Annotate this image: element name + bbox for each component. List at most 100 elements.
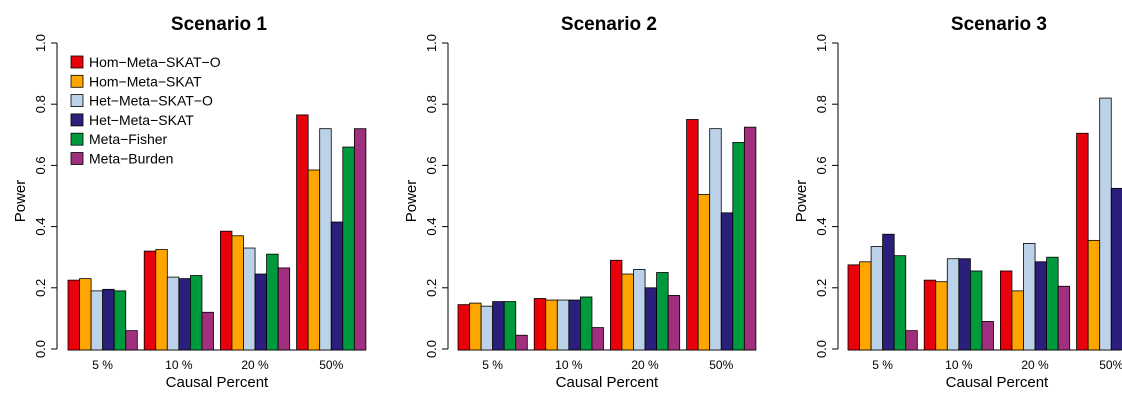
bar <box>1000 270 1013 351</box>
bar <box>342 146 355 351</box>
y-tick-label: 0.2 <box>424 279 439 297</box>
bar <box>882 233 895 351</box>
bar <box>113 290 127 351</box>
y-tick-label: 0.6 <box>33 156 48 174</box>
bar <box>859 261 872 351</box>
bar <box>667 295 681 351</box>
bar <box>981 321 994 351</box>
bar <box>330 221 344 351</box>
bar <box>277 267 291 351</box>
y-tick-label: 0.4 <box>33 218 48 236</box>
legend-label: Hom−Meta−SKAT−O <box>89 54 221 70</box>
bar <box>720 212 734 351</box>
y-axis-label: Power <box>793 180 810 223</box>
bar <box>633 269 646 351</box>
bar <box>457 304 470 351</box>
y-tick-label: 0.6 <box>814 156 829 174</box>
x-tick-label: 20 % <box>1021 358 1049 372</box>
legend-swatch <box>70 132 84 146</box>
bar <box>201 311 214 351</box>
bar <box>1023 243 1036 351</box>
bar <box>946 258 960 351</box>
bar <box>621 273 634 351</box>
bar <box>644 287 657 351</box>
legend-swatch <box>70 74 84 88</box>
bar <box>469 302 482 351</box>
legend-label: Hom−Meta−SKAT <box>89 73 202 89</box>
bar <box>503 301 517 351</box>
bar <box>155 249 168 351</box>
bar <box>515 334 528 351</box>
bar <box>480 305 494 351</box>
bar <box>709 128 722 351</box>
bar <box>243 247 256 351</box>
bar <box>1099 97 1112 351</box>
bar <box>90 290 104 351</box>
x-tick-label: 10 % <box>555 358 583 372</box>
bar <box>970 270 983 351</box>
bar <box>870 246 884 351</box>
bar <box>353 128 367 351</box>
bar <box>1057 285 1071 351</box>
y-axis-label: Power <box>403 180 420 223</box>
bar <box>686 119 699 351</box>
y-tick-label: 0.4 <box>424 218 439 236</box>
bar <box>1011 290 1024 351</box>
bar <box>178 278 191 351</box>
bar <box>79 278 92 351</box>
y-tick-label: 0.0 <box>424 340 439 358</box>
y-tick-label: 1.0 <box>814 34 829 52</box>
y-tick-label: 0.2 <box>33 279 48 297</box>
bar <box>656 272 669 351</box>
bar <box>958 258 971 351</box>
y-tick-label: 0.0 <box>814 340 829 358</box>
bar <box>143 250 157 351</box>
chart-title: Scenario 2 <box>561 14 657 35</box>
y-tick-label: 0.0 <box>33 340 48 358</box>
bar <box>125 330 138 351</box>
bar <box>254 273 268 351</box>
bar <box>67 279 80 351</box>
legend-label: Het−Meta−SKAT <box>89 112 194 128</box>
bar <box>610 259 623 351</box>
y-tick-label: 0.8 <box>424 95 439 113</box>
x-tick-label: 20 % <box>631 358 659 372</box>
y-tick-label: 1.0 <box>33 34 48 52</box>
x-tick-label: 10 % <box>165 358 193 372</box>
x-axis-label: Causal Percent <box>556 374 659 391</box>
chart-title: Scenario 1 <box>171 14 268 35</box>
bar <box>266 253 279 351</box>
x-tick-label: 50% <box>709 358 733 372</box>
bar <box>905 330 918 351</box>
legend-swatch <box>70 55 84 69</box>
legend: Hom−Meta−SKAT−O Hom−Meta−SKAT Het−Meta−SKA… <box>70 54 221 167</box>
x-tick-label: 10 % <box>945 358 973 372</box>
bar <box>1110 187 1122 351</box>
legend-label: Het−Meta−SKAT−O <box>89 93 213 109</box>
x-tick-label: 5 % <box>482 358 503 372</box>
bar <box>923 279 937 351</box>
bar <box>307 169 321 351</box>
y-tick-label: 0.8 <box>814 95 829 113</box>
legend-swatch <box>70 113 84 127</box>
bar <box>556 299 570 351</box>
bar <box>580 296 593 351</box>
chart-panel-3: Scenario 3 0.0 0.2 0.4 0.6 0.8 1.0 Power 5 % 10 %… <box>793 14 1122 391</box>
y-tick-label: 0.8 <box>33 95 48 113</box>
y-axis-label: Power <box>12 180 29 223</box>
bar <box>697 194 711 351</box>
x-axis-label: Causal Percent <box>166 374 269 391</box>
y-tick-label: 0.2 <box>814 279 829 297</box>
legend-swatch <box>70 152 84 165</box>
x-tick-label: 50% <box>1099 358 1122 372</box>
bar <box>545 299 558 351</box>
chart-panel-1: Scenario 1 0.0 0.2 0.4 0.6 0.8 1.0 Power 5 % 10 %… <box>12 14 367 391</box>
legend-swatch <box>70 94 84 107</box>
bar <box>743 126 757 351</box>
bar <box>492 301 505 351</box>
bar <box>847 264 860 351</box>
bar <box>568 299 581 351</box>
bar <box>319 128 332 351</box>
